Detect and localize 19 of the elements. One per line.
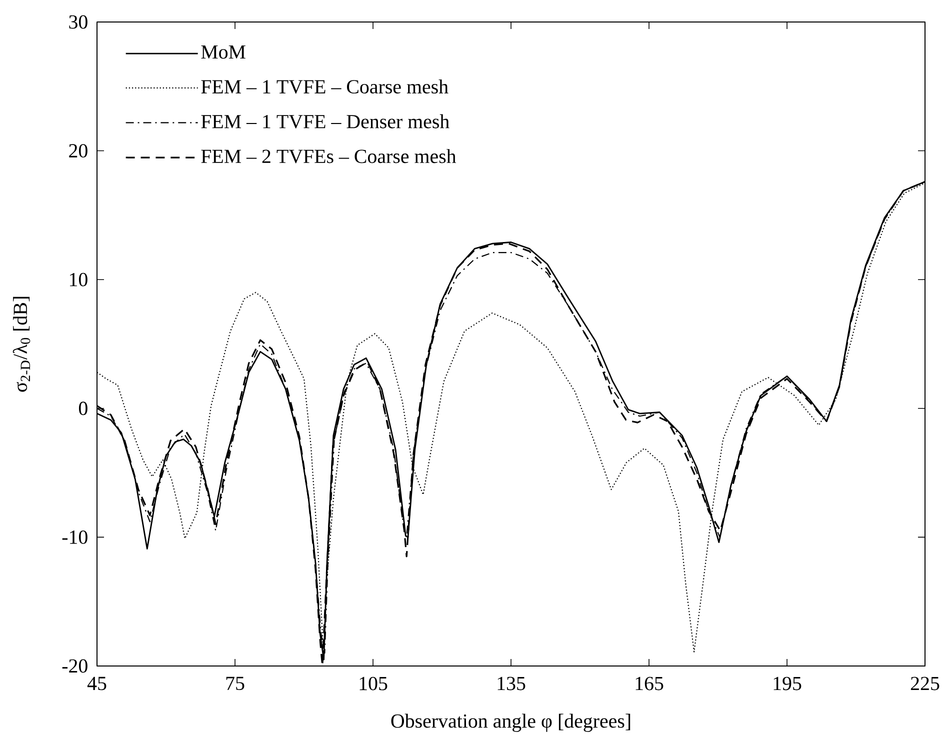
x-tick-label: 105 xyxy=(360,676,388,690)
legend-label: FEM – 2 TVFEs – Coarse mesh xyxy=(201,149,456,164)
legend-label: FEM – 1 TVFE – Coarse mesh xyxy=(201,80,448,94)
legend-label: MoM xyxy=(201,45,246,59)
y-tick-label: 0 xyxy=(78,402,88,416)
x-tick-label: 225 xyxy=(910,676,940,690)
x-axis-title: Observation angle φ [degrees] xyxy=(391,714,630,732)
y-tick-label: -10 xyxy=(62,530,88,544)
y-tick-label: -20 xyxy=(62,659,88,673)
x-tick-label: 135 xyxy=(498,676,526,690)
y-tick-label: 30 xyxy=(69,15,88,29)
x-tick-label: 45 xyxy=(87,676,106,690)
y-tick-label: 20 xyxy=(69,144,88,158)
y-axis-title: σ$_{2-D}$/λ$_{0}$ [dB] xyxy=(12,296,30,392)
x-tick-label: 165 xyxy=(636,676,664,690)
x-tick-label: 195 xyxy=(774,676,802,690)
legend-label: FEM – 1 TVFE – Denser mesh xyxy=(201,114,450,128)
x-tick-label: 75 xyxy=(226,676,244,690)
y-tick-label: 10 xyxy=(70,272,88,286)
